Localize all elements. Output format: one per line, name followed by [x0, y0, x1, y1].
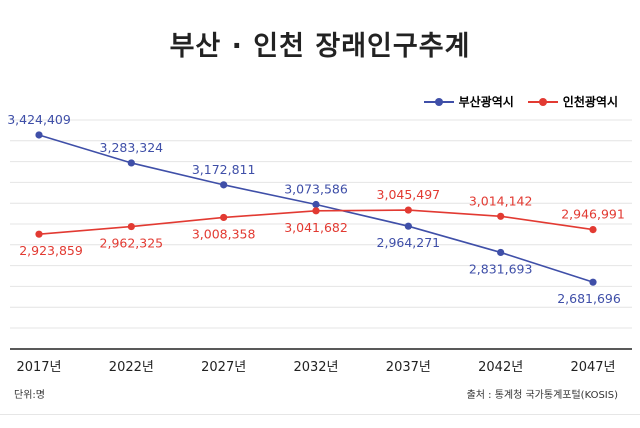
legend-swatch-busan — [423, 97, 454, 107]
data-label: 3,073,586 — [284, 182, 348, 197]
data-point — [35, 131, 43, 139]
data-label: 2,946,991 — [561, 207, 625, 222]
x-tick-label: 2047년 — [570, 360, 615, 375]
data-label: 2,962,325 — [100, 236, 164, 251]
data-label: 3,172,811 — [192, 162, 256, 177]
data-point — [497, 248, 505, 257]
chart-legend: 부산광역시 인천광역시 — [423, 93, 618, 110]
bottom-divider — [0, 414, 640, 415]
legend-item-incheon: 인천광역시 — [527, 93, 618, 110]
legend-swatch-incheon — [527, 97, 558, 107]
data-point — [589, 278, 597, 286]
data-point — [404, 206, 412, 214]
data-label: 3,424,409 — [7, 112, 71, 127]
legend-label-busan: 부산광역시 — [458, 95, 514, 109]
x-tick-label: 2022년 — [109, 360, 154, 375]
data-point — [35, 230, 43, 238]
data-point — [312, 207, 320, 215]
data-label: 2,923,859 — [19, 243, 83, 258]
data-point — [220, 213, 228, 222]
data-label: 2,964,271 — [377, 235, 441, 250]
x-tick-label: 2027년 — [201, 360, 246, 375]
data-label: 2,831,693 — [469, 261, 533, 276]
data-label: 3,008,358 — [192, 226, 256, 241]
data-label: 2,681,696 — [557, 291, 621, 306]
x-tick-label: 2042년 — [478, 360, 523, 375]
data-label: 3,283,324 — [100, 140, 164, 155]
data-point — [589, 225, 597, 234]
x-tick-label: 2017년 — [16, 360, 61, 375]
legend-label-incheon: 인천광역시 — [562, 95, 618, 109]
unit-note: 단위:명 — [14, 390, 45, 401]
data-point — [404, 222, 412, 230]
data-point — [497, 212, 505, 220]
data-label: 3,041,682 — [284, 220, 348, 235]
data-point — [220, 181, 228, 189]
data-label: 3,014,142 — [469, 193, 533, 208]
data-point — [312, 200, 320, 209]
data-label: 3,045,497 — [377, 187, 441, 202]
data-point — [127, 159, 135, 167]
source-note: 출처 : 통계청 국가통계포털(KOSIS) — [466, 390, 618, 401]
legend-item-busan: 부산광역시 — [423, 93, 514, 110]
data-point — [127, 222, 135, 231]
chart-title: 부산 · 인천 장래인구추계 — [169, 31, 471, 62]
x-tick-label: 2037년 — [386, 360, 431, 375]
x-tick-label: 2032년 — [293, 360, 338, 375]
